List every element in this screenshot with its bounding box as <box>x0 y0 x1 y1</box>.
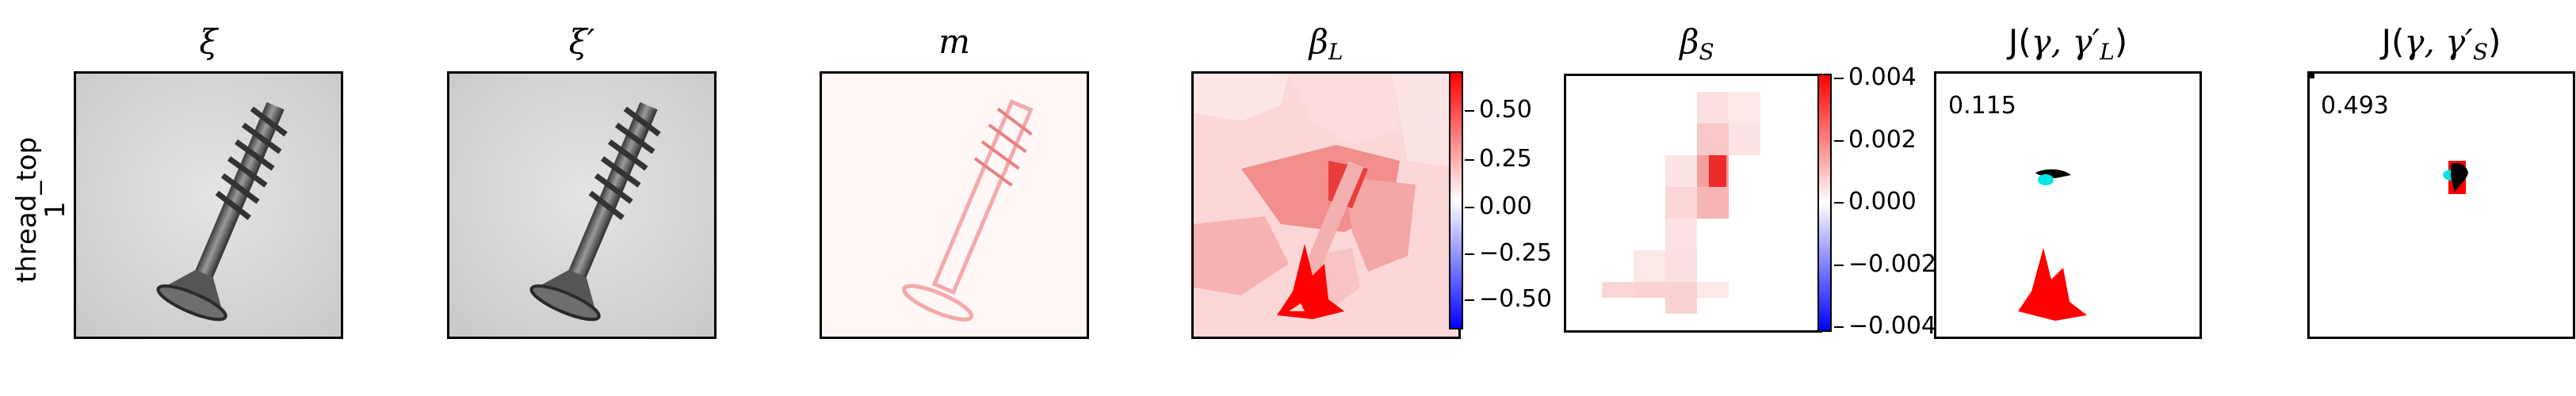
image-xi <box>74 71 343 339</box>
panel-title-beta-s: βS <box>1680 22 1714 65</box>
panel-title-xi: ξ <box>199 22 218 61</box>
colorbar-beta-s-tick-0: 0.004 <box>1834 63 1917 91</box>
j-l-overlay <box>1936 74 2200 337</box>
screw-image-xi <box>76 74 341 337</box>
colorbar-beta-l <box>1449 71 1463 329</box>
colorbar-beta-l-tick-0: 0.50 <box>1465 96 1532 124</box>
panel-title-j-l: J(γ, γ′L) <box>2008 22 2128 65</box>
colorbar-beta-l-tick-1: 0.25 <box>1465 145 1532 173</box>
row-label: thread_top 1 <box>5 71 71 348</box>
score-j-l: 0.115 <box>1948 92 2016 120</box>
colorbar-beta-s <box>1817 74 1832 332</box>
mask-j-l <box>1934 71 2202 339</box>
colorbar-beta-s-tick-1: 0.002 <box>1834 126 1917 154</box>
colorbar-beta-l-tick-4: −0.50 <box>1465 285 1552 313</box>
colorbar-beta-s-tick-2: 0.000 <box>1834 188 1917 215</box>
score-j-s: 0.493 <box>2321 92 2389 120</box>
panel-title-beta-l: βL <box>1309 22 1343 65</box>
row-label-name: thread_top <box>11 136 43 284</box>
row-label-index: 1 <box>40 201 71 219</box>
mask-m <box>820 71 1089 339</box>
panel-title-j-s: J(γ, γ′S) <box>2381 22 2501 65</box>
colorbar-beta-s-tick-3: −0.002 <box>1833 250 1937 278</box>
beta-l-heatmap <box>1194 74 1458 337</box>
image-xi-prime <box>447 71 717 339</box>
mask-m-heatmap <box>822 74 1087 337</box>
colorbar-beta-s-tick-4: −0.004 <box>1833 312 1937 340</box>
panel-title-xi-prime: ξ′ <box>568 22 595 61</box>
screw-image-xi-prime <box>449 74 714 337</box>
colorbar-beta-l-tick-3: −0.25 <box>1465 239 1552 267</box>
mask-j-s <box>2307 71 2575 339</box>
beta-s-heatmap <box>1566 76 1820 330</box>
heatmap-beta-s <box>1564 74 1822 333</box>
j-s-overlay <box>2310 74 2573 337</box>
heatmap-beta-l <box>1191 71 1461 339</box>
colorbar-beta-l-tick-2: 0.00 <box>1465 192 1532 220</box>
panel-title-m: m <box>938 22 970 61</box>
